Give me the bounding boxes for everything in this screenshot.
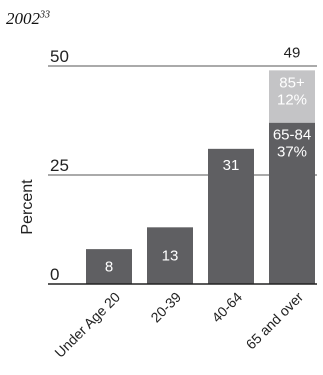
data-label: 8 — [105, 259, 113, 276]
total-label: 49 — [284, 44, 301, 61]
y-axis-label: Percent — [19, 179, 36, 235]
data-label: 37% — [277, 144, 307, 161]
bar-segment — [269, 70, 315, 123]
bar-segment — [269, 122, 315, 285]
y-axis-ticks: 0 25 50 — [50, 47, 69, 284]
x-tick-label: 20-39 — [147, 289, 184, 326]
y-tick-label: 50 — [50, 47, 69, 66]
y-tick-label: 0 — [50, 265, 59, 284]
chart-title-text: 2002 — [6, 9, 40, 28]
x-tick-label: Under Age 20 — [51, 289, 123, 361]
bar-segment — [86, 249, 132, 284]
chart-title-footnote: 33 — [40, 9, 50, 21]
y-tick-label: 25 — [50, 156, 69, 175]
x-tick-label: 65 and over — [243, 289, 307, 353]
data-label: 31 — [223, 157, 240, 174]
data-label: 85+ — [279, 74, 305, 91]
chart-title: 200233 — [6, 9, 50, 29]
bars — [86, 70, 315, 285]
data-label: 13 — [162, 248, 179, 265]
bar-segment — [147, 227, 193, 284]
bar-segment — [208, 148, 254, 284]
data-label: 65-84 — [273, 127, 311, 144]
data-label: 12% — [277, 91, 307, 108]
x-tick-label: 40-64 — [208, 289, 245, 326]
